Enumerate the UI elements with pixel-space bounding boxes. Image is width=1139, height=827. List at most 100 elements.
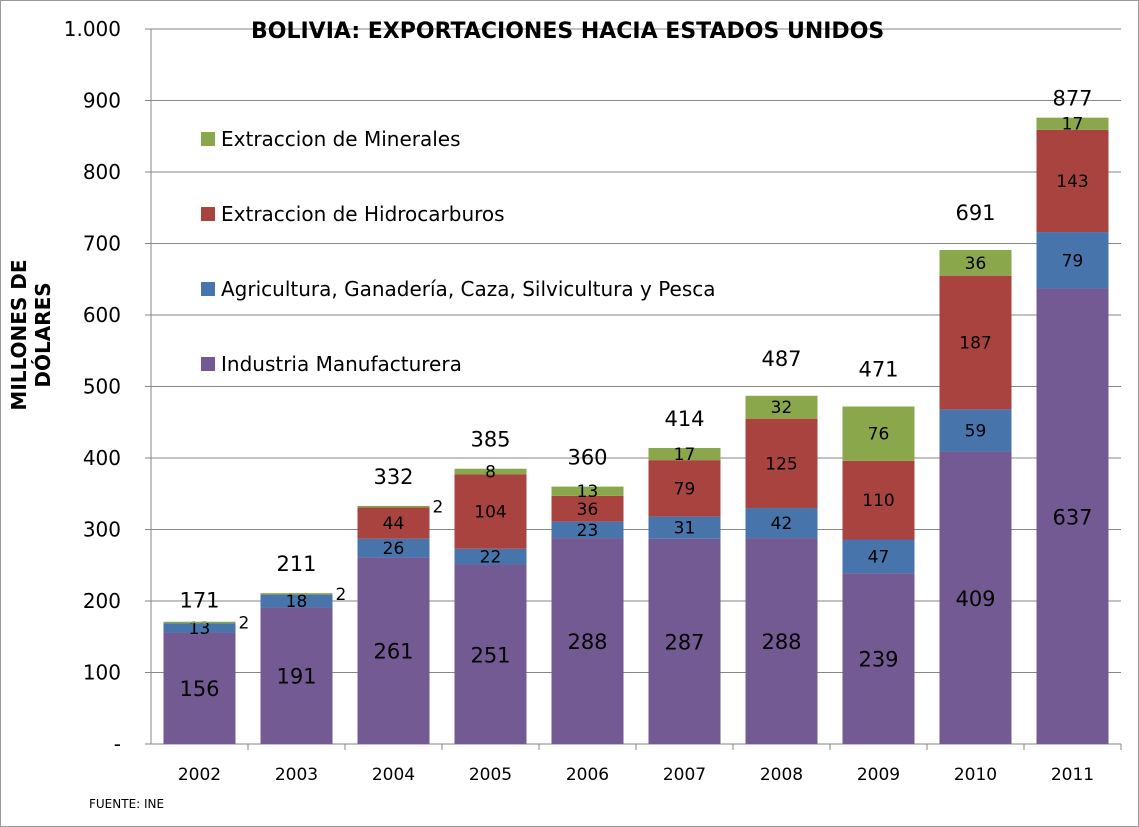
y-tick-label: 400 [83, 446, 121, 470]
data-label: 2 [239, 613, 250, 633]
data-label: 36 [577, 500, 599, 520]
legend-item: Agricultura, Ganadería, Caza, Silvicultu… [201, 251, 716, 326]
legend-swatch [201, 356, 215, 371]
bar-segment [842, 539, 915, 574]
data-label: 76 [868, 425, 890, 445]
data-label: 23 [577, 521, 599, 541]
total-label: 414 [664, 407, 704, 431]
total-label: 471 [858, 358, 898, 382]
legend-item: Extraccion de Minerales [201, 101, 716, 176]
bar-segment [1036, 117, 1109, 130]
bar-segment [842, 573, 915, 744]
x-tick-label: 2007 [663, 765, 706, 785]
bar-segment [551, 521, 624, 539]
data-label: 110 [862, 491, 894, 511]
y-tick-label: 700 [83, 232, 121, 256]
bar-segment [842, 460, 915, 540]
data-label: 287 [664, 630, 704, 654]
data-label: 13 [189, 619, 211, 639]
data-label: 409 [955, 587, 995, 611]
bar-segment [551, 495, 624, 522]
y-tick-label: 800 [83, 160, 121, 184]
bar-segment [357, 557, 430, 744]
data-label: 59 [965, 421, 987, 441]
x-tick-label: 2004 [372, 765, 415, 785]
bar-segment [842, 406, 915, 461]
y-tick-label: 100 [83, 661, 121, 685]
x-tick-label: 2009 [857, 765, 900, 785]
total-label: 332 [373, 465, 413, 489]
bar-segment [939, 451, 1012, 744]
legend-label: Industria Manufacturera [221, 351, 462, 376]
bar-segment [454, 548, 527, 565]
data-label: 22 [480, 548, 502, 568]
bar-segment [163, 623, 236, 633]
data-label: 17 [1062, 115, 1084, 135]
bar-segment [939, 249, 1012, 276]
bar-segment [454, 564, 527, 744]
legend-swatch [201, 131, 215, 146]
legend-label: Extraccion de Minerales [221, 126, 461, 151]
bar-segment [648, 538, 721, 744]
total-label: 487 [761, 347, 801, 371]
y-tick-label: 300 [83, 518, 121, 542]
data-label: 31 [674, 519, 696, 539]
data-label: 187 [959, 334, 991, 354]
bar-segment [939, 409, 1012, 452]
bar-segment [1036, 288, 1109, 744]
bar-segment [357, 505, 430, 508]
data-label: 44 [383, 514, 405, 534]
legend-item: Extraccion de Hidrocarburos [201, 176, 716, 251]
data-label: 251 [470, 643, 510, 667]
bar-segment [260, 593, 333, 595]
data-label: 13 [577, 482, 599, 502]
x-tick-label: 2011 [1051, 765, 1094, 785]
y-tick-label: 900 [83, 89, 121, 113]
y-tick-label: - [114, 732, 121, 756]
data-label: 156 [179, 677, 219, 701]
total-label: 360 [567, 446, 607, 470]
data-label: 26 [383, 539, 405, 559]
bar-segment [260, 607, 333, 744]
y-tick-label: 200 [83, 589, 121, 613]
bar-segment [454, 474, 527, 549]
total-label: 877 [1052, 87, 1092, 111]
legend-swatch [201, 206, 215, 221]
legend-swatch [201, 281, 215, 296]
x-tick-label: 2008 [760, 765, 803, 785]
data-label: 637 [1052, 505, 1092, 529]
legend: Extraccion de Minerales Extraccion de Hi… [201, 101, 716, 401]
data-label: 125 [765, 454, 797, 474]
data-label: 32 [771, 398, 793, 418]
legend-label: Extraccion de Hidrocarburos [221, 201, 505, 226]
bar-segment [454, 468, 527, 475]
bar-segment [260, 594, 333, 608]
bar-segment [648, 516, 721, 539]
x-tick-label: 2010 [954, 765, 997, 785]
chart-title: BOLIVIA: EXPORTACIONES HACIA ESTADOS UNI… [251, 19, 885, 44]
total-label: 691 [955, 201, 995, 225]
data-label: 79 [1062, 251, 1084, 271]
data-label: 47 [868, 547, 890, 567]
bar-segment [648, 447, 721, 461]
data-label: 79 [674, 479, 696, 499]
data-label: 191 [276, 665, 316, 689]
data-label: 288 [567, 630, 607, 654]
x-tick-label: 2006 [566, 765, 609, 785]
legend-label: Agricultura, Ganadería, Caza, Silvicultu… [221, 276, 716, 301]
bar-segment [357, 538, 430, 558]
bar-segment [163, 632, 236, 744]
data-label: 8 [485, 463, 496, 483]
bar-segment [648, 460, 721, 517]
x-tick-label: 2002 [178, 765, 221, 785]
data-label: 288 [761, 630, 801, 654]
bar-segment [745, 395, 818, 419]
data-label: 42 [771, 514, 793, 534]
source-note: FUENTE: INE [89, 797, 165, 811]
y-tick-label: 500 [83, 375, 121, 399]
total-label: 385 [470, 428, 510, 452]
y-tick-label: 600 [83, 303, 121, 327]
bar-segment [745, 508, 818, 539]
bar-segment [357, 507, 430, 539]
